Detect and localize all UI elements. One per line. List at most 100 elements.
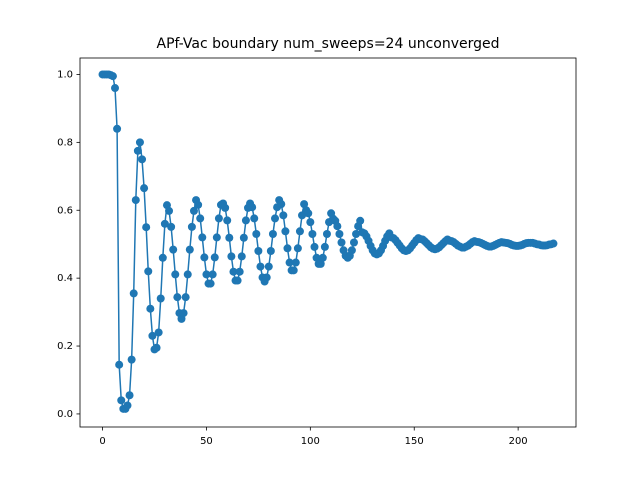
marker [229, 267, 238, 276]
marker [113, 124, 122, 133]
marker [349, 238, 358, 247]
marker [111, 84, 120, 93]
marker [227, 252, 236, 261]
marker [316, 259, 325, 268]
marker [135, 138, 144, 147]
marker [167, 222, 176, 231]
marker [256, 262, 265, 271]
x-tick-label: 100 [301, 436, 320, 447]
marker [277, 200, 286, 209]
y-tick-label: 0.2 [57, 341, 73, 352]
marker [127, 355, 136, 364]
marker [293, 244, 302, 253]
marker [206, 279, 215, 288]
marker [144, 267, 153, 276]
marker [138, 155, 147, 164]
marker [248, 203, 257, 212]
marker [146, 304, 155, 313]
x-tick-label: 50 [200, 436, 213, 447]
marker [156, 294, 165, 303]
marker [200, 253, 209, 262]
y-tick-label: 0.4 [57, 273, 73, 284]
marker [250, 214, 259, 223]
marker [279, 211, 288, 220]
marker [131, 196, 140, 205]
marker [210, 253, 219, 262]
chart-title: APf-Vac boundary num_sweeps=24 unconverg… [157, 36, 500, 52]
marker [549, 239, 558, 248]
marker [352, 230, 361, 239]
marker [212, 233, 221, 242]
marker [320, 242, 329, 251]
marker [160, 219, 169, 228]
marker [337, 238, 346, 247]
marker [225, 233, 234, 242]
marker [304, 209, 313, 218]
marker [252, 230, 261, 239]
plot-area [98, 70, 558, 413]
marker [179, 309, 188, 318]
marker [189, 206, 198, 215]
marker [169, 245, 178, 254]
marker [171, 270, 180, 279]
marker [295, 227, 304, 236]
marker [214, 214, 223, 223]
marker [264, 262, 273, 271]
marker [289, 266, 298, 275]
y-tick-label: 0.8 [57, 137, 73, 148]
marker [268, 230, 277, 239]
marker [347, 246, 356, 255]
marker [198, 233, 207, 242]
marker [196, 214, 205, 223]
marker [262, 273, 271, 282]
marker [123, 401, 132, 410]
marker [266, 246, 275, 255]
axes-frame [79, 57, 577, 428]
marker [241, 216, 250, 225]
y-tick-label: 0.0 [57, 409, 73, 420]
marker [158, 253, 167, 262]
marker [183, 270, 192, 279]
marker [283, 244, 292, 253]
y-tick-label: 1.0 [57, 69, 73, 80]
marker [306, 218, 315, 227]
marker [194, 200, 203, 209]
marker [208, 270, 217, 279]
marker [356, 216, 365, 225]
marker [125, 391, 134, 400]
marker [140, 184, 149, 193]
marker [129, 289, 138, 298]
marker [310, 242, 319, 251]
marker [154, 328, 163, 337]
x-tick-label: 150 [405, 436, 424, 447]
marker [133, 146, 142, 155]
marker [318, 253, 327, 262]
marker [300, 200, 309, 209]
marker [333, 222, 342, 231]
marker [335, 230, 344, 239]
marker [281, 227, 290, 236]
marker [308, 230, 317, 239]
marker [221, 203, 230, 212]
x-tick-label: 0 [99, 436, 105, 447]
marker [148, 331, 157, 340]
marker [312, 253, 321, 262]
marker [271, 214, 280, 223]
marker [152, 343, 161, 352]
marker [233, 276, 242, 285]
marker [108, 72, 117, 81]
marker [185, 245, 194, 254]
marker [322, 230, 331, 239]
marker [237, 252, 246, 261]
marker [173, 293, 182, 302]
marker [235, 267, 244, 276]
marker [165, 206, 174, 215]
marker [142, 223, 151, 232]
marker [239, 233, 248, 242]
marker [187, 222, 196, 231]
marker [223, 216, 232, 225]
x-tick-label: 200 [509, 436, 528, 447]
marker [181, 293, 190, 302]
